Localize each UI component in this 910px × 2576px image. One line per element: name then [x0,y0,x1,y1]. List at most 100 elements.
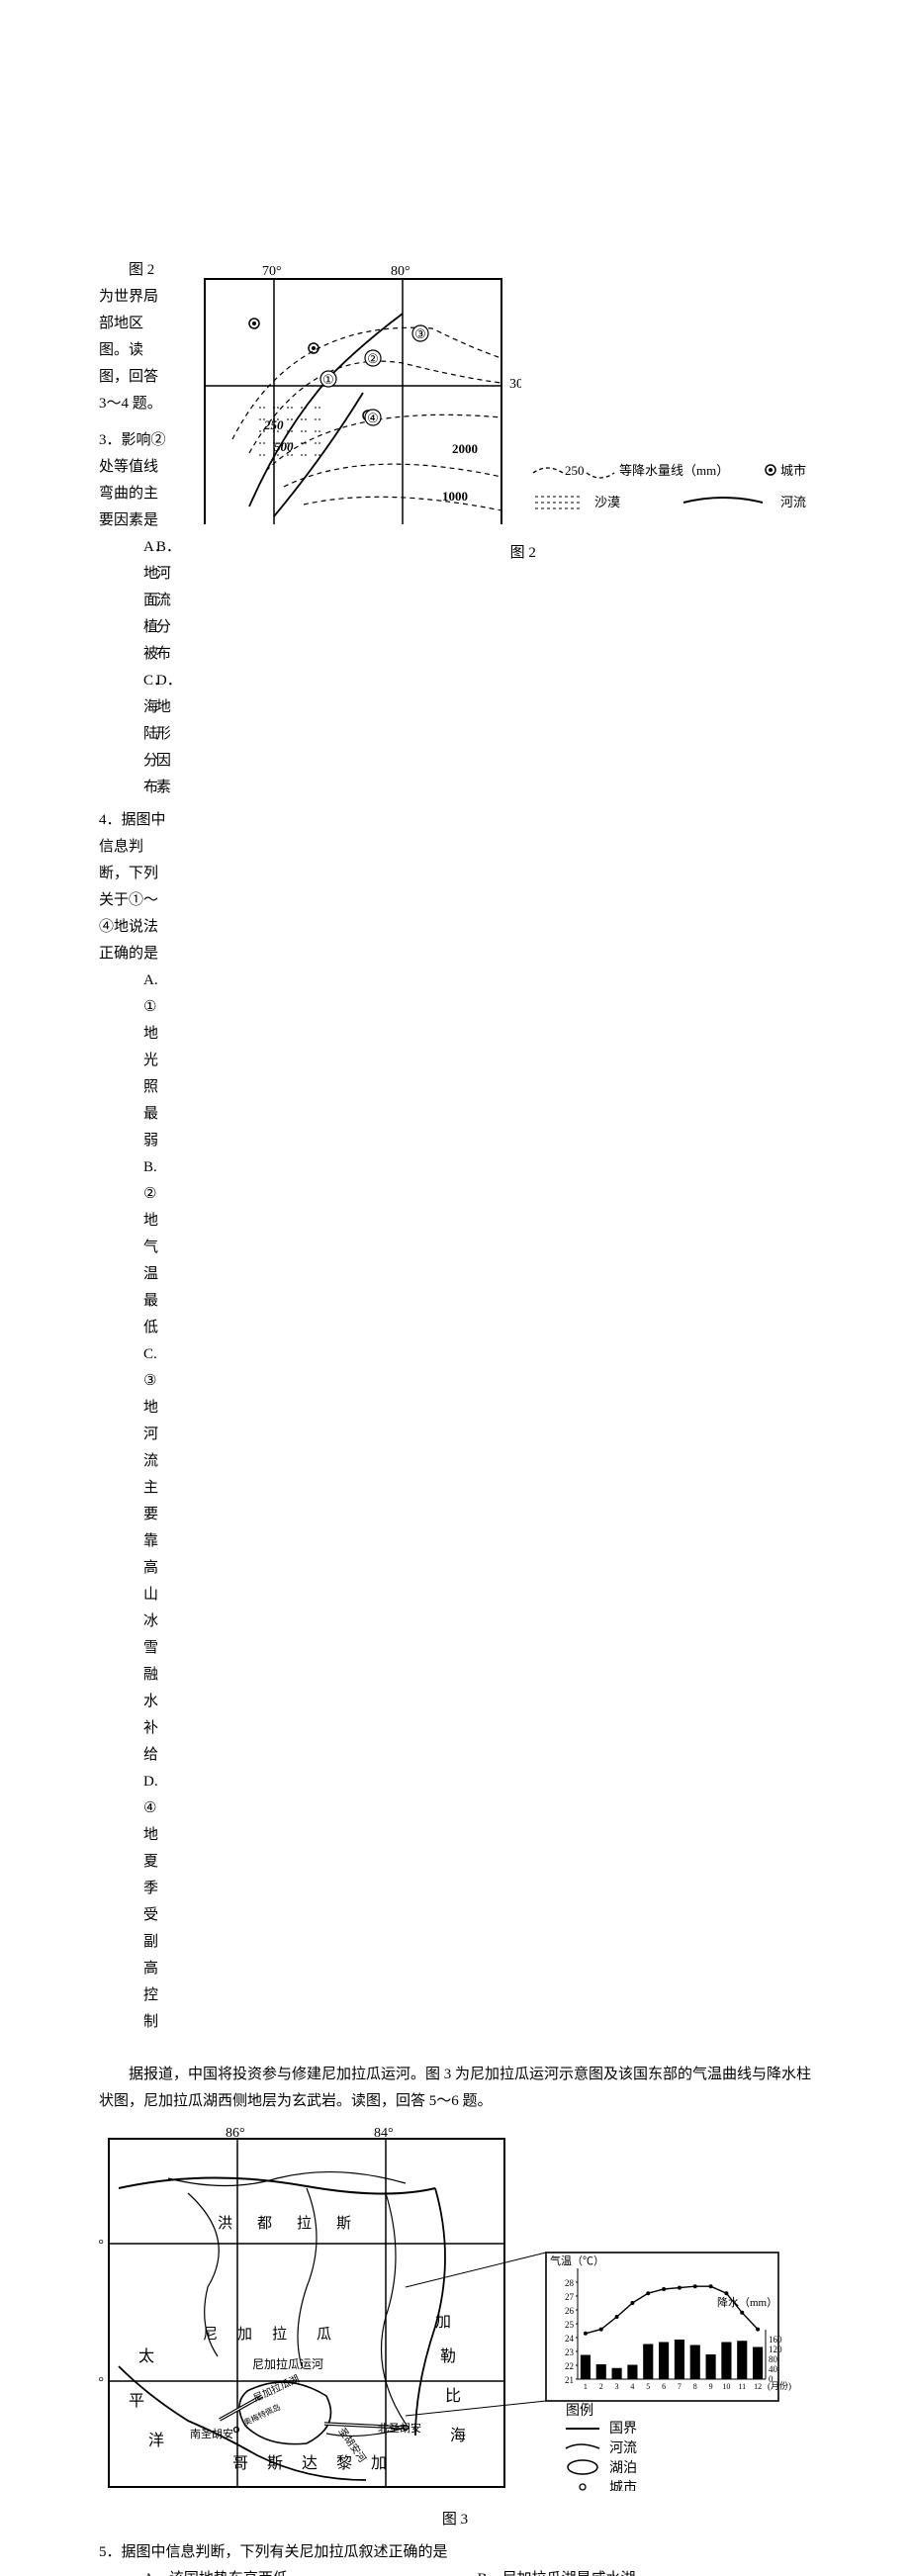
svg-text:12°: 12° [99,2375,104,2390]
svg-text:①: ① [322,372,334,387]
svg-text:③: ③ [414,326,426,341]
svg-text:160: 160 [769,2335,782,2345]
svg-text:北圣胡安: 北圣胡安 [378,2421,421,2435]
svg-text:洋: 洋 [148,2432,164,2449]
q4-opt-c: C. ③地河流主要靠高山冰雪融水补给 [143,1341,169,1769]
svg-text:500: 500 [274,439,294,454]
svg-text:30°: 30° [509,377,521,392]
s1-intro: 图 2 为世界局部地区图。读图，回答 3～4 题。 [99,257,169,417]
svg-text:勒: 勒 [440,2347,456,2365]
section-1: 图 2 为世界局部地区图。读图，回答 3～4 题。 3．影响②处等值线弯曲的主要… [99,257,811,2042]
svg-text:气温（℃）: 气温（℃） [550,2254,604,2267]
svg-text:洪: 洪 [218,2215,232,2232]
figure-2-legend: 250 等降水量线（mm） 城市沙漠 河流 [525,455,862,524]
q3-options: A．地面植被 B．河流分布 C．海陆分布 D．地形因素 [99,534,169,801]
figure-2: 70°80°30°20001000250500①②③④ [185,257,521,524]
figure-2-wrap: 70°80°30°20001000250500①②③④ 250等降水量线（mm）… [185,257,862,567]
svg-text:80: 80 [769,2354,778,2364]
svg-text:7: 7 [678,2382,682,2391]
svg-text:14°: 14° [99,2238,104,2253]
svg-text:26: 26 [565,2306,575,2316]
q4-opt-b: B. ②地气温最低 [143,1154,169,1341]
q4: 4．据图中信息判断，下列关于①～④地说法正确的是 A. ①地光照最弱 B. ②地… [99,807,169,2036]
svg-text:城市: 城市 [609,2479,637,2491]
svg-text:2000: 2000 [452,441,478,456]
svg-text:沙漠: 沙漠 [594,495,620,509]
svg-text:拉: 拉 [272,2326,287,2343]
svg-text:尼加拉瓜湖: 尼加拉瓜湖 [251,2372,302,2405]
svg-text:22: 22 [565,2361,574,2371]
q5: 5．据图中信息判断，下列有关尼加拉瓜叙述正确的是 A．该国地势东高西低 B．尼加… [99,2539,811,2576]
svg-text:比: 比 [445,2387,461,2405]
svg-text:1: 1 [584,2382,588,2391]
svg-text:9: 9 [709,2382,713,2391]
svg-text:达: 达 [302,2454,318,2472]
svg-text:加: 加 [237,2326,252,2343]
q4-stem: 4．据图中信息判断，下列关于①～④地说法正确的是 [99,812,166,962]
q3: 3．影响②处等值线弯曲的主要因素是 A．地面植被 B．河流分布 C．海陆分布 D… [99,427,169,801]
svg-text:23: 23 [565,2347,575,2357]
q5-opt-a: A．该国地势东高西低 [143,2566,478,2576]
svg-text:8: 8 [693,2382,697,2391]
svg-text:湖泊: 湖泊 [609,2460,637,2476]
svg-text:河流: 河流 [780,495,806,509]
svg-text:10: 10 [722,2382,730,2391]
svg-text:24: 24 [565,2334,575,2344]
svg-text:等降水量线（mm）: 等降水量线（mm） [619,463,729,478]
svg-text:5: 5 [646,2382,650,2391]
svg-text:图例: 图例 [566,2403,593,2419]
section-1-row: 图 2 为世界局部地区图。读图，回答 3～4 题。 3．影响②处等值线弯曲的主要… [99,257,811,2042]
svg-text:12: 12 [754,2382,762,2391]
svg-text:都: 都 [257,2215,272,2232]
svg-text:4: 4 [630,2382,634,2391]
q4-opt-a: A. ①地光照最弱 [143,967,169,1154]
svg-text:1000: 1000 [442,489,468,504]
section-1-text: 图 2 为世界局部地区图。读图，回答 3～4 题。 3．影响②处等值线弯曲的主要… [99,257,169,2042]
svg-text:斯: 斯 [267,2454,283,2472]
q3-opt-a: A．地面植被 [143,534,156,668]
svg-text:27: 27 [565,2292,575,2302]
svg-text:平: 平 [129,2393,144,2410]
svg-text:86°: 86° [226,2126,245,2141]
svg-text:④: ④ [367,411,379,425]
q5-stem: 5．据图中信息判断，下列有关尼加拉瓜叙述正确的是 [99,2544,448,2560]
svg-text:加: 加 [435,2313,451,2331]
svg-text:250: 250 [565,463,585,478]
svg-text:40: 40 [769,2364,778,2374]
q3-opt-b: B．河流分布 [156,534,169,668]
s2-intro: 据报道，中国将投资参与修建尼加拉瓜运河。图 3 为尼加拉瓜运河示意图及该国东部的… [99,2062,811,2115]
svg-text:瓜: 瓜 [317,2327,331,2343]
svg-text:城市: 城市 [780,463,806,478]
q3-stem: 3．影响②处等值线弯曲的主要因素是 [99,432,166,528]
q4-options: A. ①地光照最弱 B. ②地气温最低 C. ③地河流主要靠高山冰雪融水补给 D… [99,967,169,2036]
svg-text:28: 28 [565,2278,575,2288]
svg-text:哥: 哥 [232,2455,248,2472]
svg-text:国界: 国界 [609,2422,637,2437]
svg-text:11: 11 [738,2382,746,2391]
svg-text:拉: 拉 [297,2215,312,2232]
figure-3-caption: 图 3 [99,2507,811,2533]
q5-options: A．该国地势东高西低 B．尼加拉瓜湖是咸水湖 C．圣胡安河流量季节变化大 D．东… [99,2566,811,2576]
svg-text:②: ② [367,351,379,366]
svg-text:21: 21 [565,2375,574,2385]
svg-text:加: 加 [371,2454,387,2472]
svg-text:250: 250 [263,417,284,432]
svg-text:降水（mm）: 降水（mm） [717,2295,777,2309]
svg-text:太: 太 [138,2347,154,2365]
q5-opt-b: B．尼加拉瓜湖是咸水湖 [478,2566,812,2576]
q3-opt-c: C．海陆分布 [143,668,156,801]
q3-opt-d: D．地形因素 [156,668,169,801]
figure-3-wrap: 86°84°14°12°洪都拉斯尼加拉瓜尼加拉瓜运河太平洋加勒比海尼加拉瓜湖圣胡… [99,2125,811,2533]
svg-text:70°: 70° [262,264,282,279]
svg-text:尼加拉瓜运河: 尼加拉瓜运河 [252,2356,323,2371]
svg-text:25: 25 [565,2320,575,2330]
q4-opt-d: D. ④地夏季受副高控制 [143,1769,169,2036]
svg-text:2: 2 [599,2382,603,2391]
svg-text:黎: 黎 [336,2454,352,2472]
svg-text:84°: 84° [374,2126,394,2141]
svg-text:6: 6 [662,2382,666,2391]
figure-2-caption: 图 2 [185,540,862,567]
svg-text:120: 120 [769,2345,782,2354]
svg-text:海: 海 [450,2427,466,2444]
svg-text:南圣胡安: 南圣胡安 [190,2427,233,2440]
